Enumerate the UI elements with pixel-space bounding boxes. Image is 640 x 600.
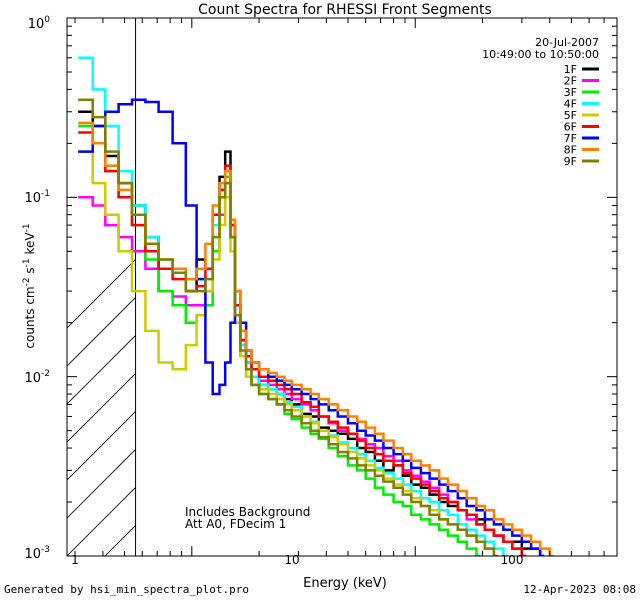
y-tick-label-0.01: 10-2: [24, 369, 50, 386]
axis-ticks: [67, 17, 618, 557]
chart-title: Count Spectra for RHESSI Front Segments: [198, 2, 492, 18]
hatch-line: [67, 258, 136, 329]
x-tick-label-100: 100: [501, 553, 524, 567]
legend-label-4F: 4F: [564, 98, 577, 111]
series-7F: [78, 98, 545, 556]
legend-time-range: 10:49:00 to 10:50:00: [482, 48, 599, 61]
series-4F: [78, 56, 508, 556]
series-layer: [78, 56, 554, 556]
annotation-background: Includes Background: [185, 505, 310, 519]
series-8F: [78, 121, 554, 556]
hatch-line: [67, 486, 136, 556]
hatch-line: [67, 296, 136, 367]
y-tick-label-0.001: 10-3: [24, 545, 50, 562]
hatch-line: [333, 0, 640, 556]
legend-label-9F: 9F: [564, 155, 577, 168]
footer-timestamp: 12-Apr-2023 08:08: [523, 583, 636, 596]
series-1F: [78, 110, 545, 556]
hatch-line: [67, 372, 136, 443]
x-axis-label: Energy (keV): [303, 576, 387, 591]
legend-label-2F: 2F: [564, 75, 577, 88]
legend-label-1F: 1F: [564, 63, 577, 76]
hatch-line: [67, 410, 136, 481]
annotation-attenuator: Att A0, FDecim 1: [185, 517, 286, 531]
y-tick-label-1: 100: [28, 15, 51, 32]
hatch-line: [447, 0, 640, 556]
x-tick-label-10: 10: [284, 553, 299, 567]
legend-label-5F: 5F: [564, 109, 577, 122]
legend-label-3F: 3F: [564, 86, 577, 99]
legend-label-7F: 7F: [564, 132, 577, 145]
hatch-line: [295, 0, 640, 556]
hatch-line: [257, 0, 640, 556]
y-tick-label-0.1: 10-1: [24, 189, 50, 206]
hatch-line: [599, 0, 640, 556]
hatch-line: [67, 448, 136, 519]
background-hatched-region: [67, 0, 640, 556]
x-axis-left-label: 1: [71, 553, 79, 567]
series-9F: [78, 98, 498, 556]
legend-label-8F: 8F: [564, 144, 577, 157]
legend-date: 20-Jul-2007: [535, 36, 599, 49]
hatch-line: [409, 0, 640, 556]
hatch-line: [523, 0, 640, 556]
y-axis-label: counts cm-2 s-1 keV-1: [22, 223, 37, 348]
footer-generated-by: Generated by hsi_min_spectra_plot.pro: [4, 583, 250, 596]
plot-frame: [66, 17, 618, 557]
legend-label-6F: 6F: [564, 121, 577, 134]
